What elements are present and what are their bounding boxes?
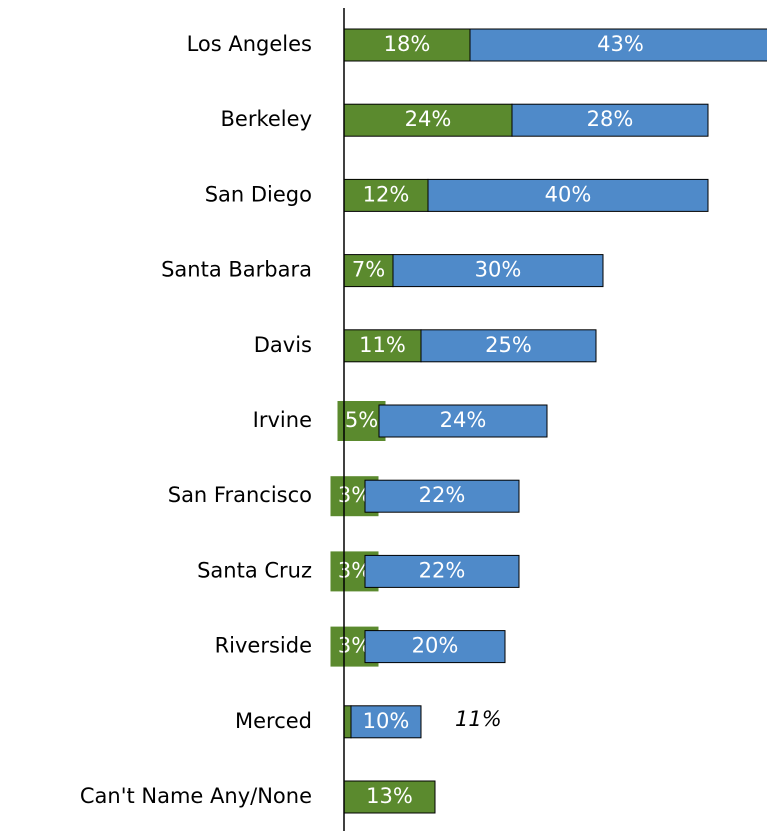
value-label: 22% [419,483,466,507]
value-label: 22% [419,558,466,582]
category-label: Santa Cruz [197,558,312,582]
value-label: 25% [485,333,532,357]
value-label: 10% [363,709,410,733]
bar-segment [378,404,548,438]
value-label: 24% [405,107,452,131]
bar-segment [343,705,352,739]
annotation: 11% [455,707,502,731]
value-label: 28% [587,107,634,131]
value-label: 20% [412,634,459,658]
category-label: Davis [254,333,312,357]
value-label: 24% [440,408,487,432]
category-label: Can't Name Any/None [80,784,312,808]
label-background [337,401,386,441]
bar-segment [511,103,709,137]
bar-segment [364,479,520,513]
category-label: Los Angeles [187,32,312,56]
value-label: 40% [545,182,592,206]
value-label: 13% [366,784,413,808]
category-label: Merced [235,709,312,733]
value-label: 30% [475,258,522,282]
bar-segment [469,28,767,62]
value-label: 12% [363,182,410,206]
bar-segment [392,254,604,288]
value-label: 5% [345,408,378,432]
bar-segment [350,705,422,739]
bar-segment [343,780,436,814]
category-label: San Francisco [168,483,312,507]
value-label: 18% [384,32,431,56]
bar-segment [420,329,597,363]
value-label: 11% [359,333,406,357]
bar-segment [427,178,709,212]
bar-segment [343,28,471,62]
value-label: 7% [352,258,385,282]
category-label: Berkeley [221,107,312,131]
category-label: San Diego [205,182,312,206]
bar-segment [343,103,513,137]
value-label: 43% [597,32,644,56]
category-label: Riverside [215,634,312,658]
bar-segment [364,630,506,664]
bar-segment [364,554,520,588]
category-label: Irvine [253,408,312,432]
category-label: Santa Barbara [161,258,312,282]
